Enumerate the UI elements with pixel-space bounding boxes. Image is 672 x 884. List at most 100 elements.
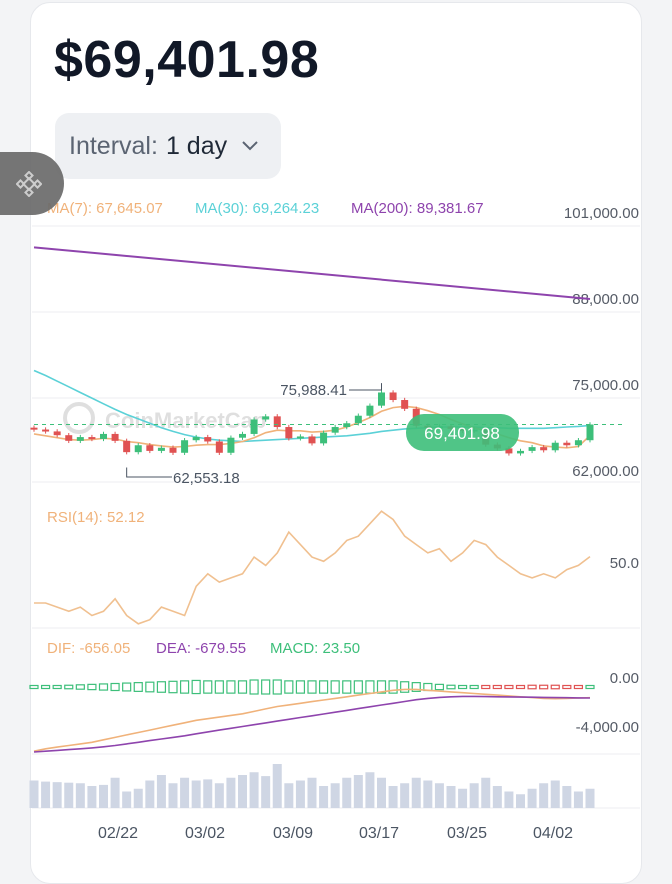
macd-bar xyxy=(237,680,248,694)
candle-body xyxy=(354,415,362,424)
current-price-badge-text: 69,401.98 xyxy=(424,424,500,443)
candle-body xyxy=(42,429,50,432)
macd-bar xyxy=(318,680,329,694)
dif-label: DIF: -656.05 xyxy=(47,640,130,657)
ma7-label: MA(7): 67,645.07 xyxy=(47,200,163,217)
candle-body xyxy=(551,442,559,451)
current-price: $69,401.98 xyxy=(54,31,320,89)
volume-bar xyxy=(238,775,247,808)
macd-bar xyxy=(550,684,560,690)
volume-bar xyxy=(377,777,386,808)
macd-bar xyxy=(469,684,479,690)
macd-bar xyxy=(342,680,352,694)
macd-bar xyxy=(434,683,445,691)
price-axis-label: 62,000.00 xyxy=(572,463,639,480)
high-price-label: 75,988.41 xyxy=(280,382,347,399)
macd-bar xyxy=(492,684,502,690)
candle-body xyxy=(401,400,409,409)
macd-bar xyxy=(156,681,167,693)
date-label: 03/25 xyxy=(447,825,487,842)
macd-label: MACD: 23.50 xyxy=(270,640,360,657)
volume-bar xyxy=(550,780,560,808)
candle-body xyxy=(204,437,212,442)
candle-body xyxy=(320,432,328,444)
macd-bar xyxy=(284,680,294,694)
candle-body xyxy=(215,441,223,453)
volume-bar xyxy=(319,786,329,808)
volume-bar xyxy=(133,788,143,808)
macd-bar xyxy=(87,683,97,691)
date-label: 04/02 xyxy=(533,825,573,842)
watermark-text: CoinMarketCap xyxy=(105,408,266,433)
volume-bar xyxy=(249,772,259,808)
candle-body xyxy=(227,437,235,453)
volume-bar xyxy=(539,783,549,808)
volume-bar xyxy=(156,775,166,808)
macd-bar xyxy=(145,681,155,693)
volume-bar xyxy=(562,786,572,808)
candle-body xyxy=(343,423,351,428)
date-label: 03/09 xyxy=(273,825,313,842)
candle-body xyxy=(88,437,96,440)
rsi-label: RSI(14): 52.12 xyxy=(47,509,145,526)
dif-line xyxy=(33,688,591,752)
volume-bar xyxy=(52,782,62,808)
volume-bar xyxy=(516,794,525,808)
volume-bar xyxy=(122,791,132,808)
side-floating-tab[interactable] xyxy=(0,152,64,215)
candle-body xyxy=(30,427,38,430)
candle-body xyxy=(157,447,165,451)
low-price-label: 62,553.18 xyxy=(173,470,240,487)
candle-body xyxy=(517,450,524,454)
date-label: 03/17 xyxy=(359,825,399,842)
candle-body xyxy=(366,405,374,416)
macd-bar xyxy=(191,679,201,695)
macd-bar xyxy=(527,684,537,690)
ma200-line xyxy=(33,246,591,300)
macd-bar xyxy=(411,682,421,692)
candle-body xyxy=(273,416,281,428)
ma200-label: MA(200): 89,381.67 xyxy=(351,200,484,217)
candle-body xyxy=(563,442,571,446)
candle-body xyxy=(65,435,73,441)
macd-bar xyxy=(168,680,178,694)
rsi-axis-label: 50.0 xyxy=(610,555,639,572)
volume-bar xyxy=(191,780,201,808)
macd-bar xyxy=(585,684,595,690)
coinmarketcap-logo-icon xyxy=(63,402,95,434)
ma30-label: MA(30): 69,264.23 xyxy=(195,200,319,217)
volume-bar xyxy=(29,780,39,808)
volume-bar xyxy=(203,779,213,808)
candle-body xyxy=(296,436,304,439)
candle-body xyxy=(528,447,536,451)
interval-label: Interval: xyxy=(69,131,158,160)
volume-bar xyxy=(469,783,479,808)
macd-bar xyxy=(122,682,132,692)
macd-bar xyxy=(562,684,572,690)
macd-bar xyxy=(446,684,456,690)
rsi-line xyxy=(34,510,591,625)
volume-bar xyxy=(99,784,108,808)
candle-body xyxy=(378,392,385,406)
candle-body xyxy=(76,437,84,441)
watermark: CoinMarketCap xyxy=(63,402,266,434)
macd-bar xyxy=(388,680,398,694)
candle-body xyxy=(586,424,594,441)
volume-bar xyxy=(110,777,120,808)
macd-bar xyxy=(40,684,51,690)
interval-dropdown[interactable]: Interval: 1 day xyxy=(55,113,281,179)
price-chart[interactable]: MA(7): 67,645.07 MA(30): 69,264.23 MA(200)… xyxy=(0,0,672,863)
candle-body xyxy=(262,416,270,420)
macd-bar xyxy=(133,682,143,692)
volume-bar xyxy=(145,780,155,808)
volume-bar xyxy=(446,786,456,808)
volume-bar xyxy=(585,788,595,808)
volume-bar xyxy=(434,783,444,808)
price-axis-label: 88,000.00 xyxy=(572,291,639,308)
candle-body xyxy=(574,440,582,446)
date-label: 02/22 xyxy=(98,825,138,842)
candle-body xyxy=(100,433,107,439)
macd-bar xyxy=(376,680,387,694)
volume-bars xyxy=(29,764,595,808)
volume-bar xyxy=(180,777,190,808)
